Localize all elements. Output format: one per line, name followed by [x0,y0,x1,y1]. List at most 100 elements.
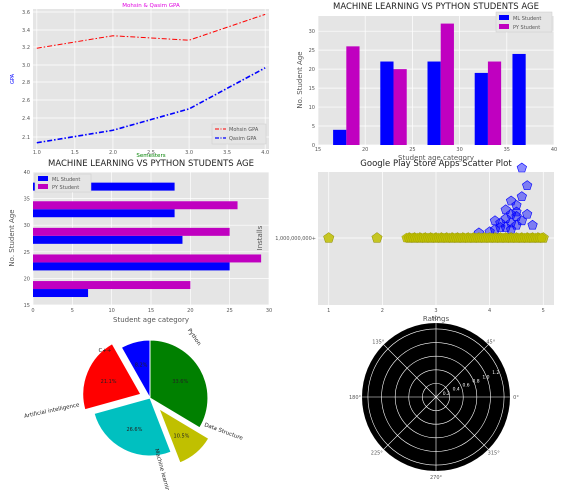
installs-point-olive [371,232,383,243]
polar-angle-label: 45° [486,340,495,346]
py-student-bar [487,61,502,145]
ml-py-horizontal-bar-chart: MACHINE LEARNING VS PYTHON STUDENTS AGE … [8,159,272,324]
pie-slice-python [149,339,209,429]
hbar-xtick-label: 20 [187,308,193,314]
installs-point-blue [522,180,533,190]
gpa-chart-legend: Mohsin GPA Qasim GPA [211,123,267,145]
gpa-ytick-label: 3.4 [22,28,30,34]
pie-percent-label: 26.6% [126,427,142,433]
installs-point-blue [527,219,538,230]
hbar-xtick-label: 10 [108,308,114,314]
py-student-hbar [33,227,230,236]
gpa-xtick-label: 1.5 [71,150,79,156]
polar-radial-label: 0.8 [472,378,479,384]
polar-angular-gridline [383,344,437,398]
qasim-gpa-line [36,67,266,144]
ml-student-hbar [33,262,230,271]
vbar-legend: ML Student PY Student [495,11,553,33]
hbar-xtick-label: 5 [71,308,74,314]
polar-radial-label: 0.2 [443,391,450,397]
polar-angular-gridline [435,396,489,450]
pie-slice-machine-learning [93,397,172,457]
hbar-ytick-label: 40 [24,170,30,176]
hbar-xtick-label: 0 [31,308,34,314]
hbar-ytick-label: 25 [24,250,30,256]
py-student-bar [440,23,454,146]
polar-angle-label: 225° [371,451,384,457]
gpa-chart-ylabel: GPA [10,73,16,84]
hbar-bars [33,182,262,298]
scatter-ylabel: Installs [256,225,264,250]
installs-point-blue [500,204,511,215]
scatter-xlabel: Ratings [423,315,450,323]
installs-point-blue [516,191,527,201]
vbar-xtick-label: 20 [362,147,368,153]
vbar-xtick-label: 30 [456,147,462,153]
scatter-xtick-label: 4 [488,308,491,314]
py-student-hbar [33,254,262,263]
py-student-bar [346,46,360,146]
vbar-xticks: 15 20 25 30 35 40 [315,147,557,153]
scatter-ytick-label: 1,000,000,000+ [275,236,316,242]
hbar-ylabel: No. Student Age [8,209,16,266]
pie-category-label: Data Structure [203,422,244,442]
gpa-chart-series [36,13,266,144]
gpa-ytick-label: 2.1 [22,135,30,141]
mohsin-gpa-line [36,13,266,49]
play-store-scatter-chart: Google Play Store Apps Scatter Plot Rati… [256,159,554,323]
vbar-ytick-label: 25 [309,48,315,54]
py-student-hbar [33,281,191,290]
hbar-legend-ml: ML Student [52,177,80,183]
pie-slice-data-structure [158,407,210,464]
pie-percent-label: 21.1% [101,379,117,385]
installs-point-blue [516,162,527,173]
polar-axes: 90° 45° 0° 315° 270° 225° 180° 135° 0.20.40.60.8… [349,316,519,481]
polar-radial-label: 0.6 [463,383,470,389]
gpa-ytick-label: 3.2 [22,45,30,51]
hbar-title: MACHINE LEARNING VS PYTHON STUDENTS AGE [48,159,254,169]
gpa-ytick-label: 3.6 [22,10,30,16]
scatter-xtick-label: 1 [327,308,330,314]
vbar-legend-ml: ML Student [513,16,541,22]
installs-point-blue [505,195,517,206]
vbar-ytick-label: 20 [309,67,315,73]
py-student-hbar [33,201,238,210]
hbar-xticks: 0 5 10 15 20 25 30 [31,308,272,314]
gpa-xtick-label: 4.0 [261,150,269,156]
vbar-ytick-label: 0 [312,143,315,149]
gpa-ytick-label: 2.8 [22,80,30,86]
gpa-ytick-label: 2.6 [22,98,30,104]
vbar-title: MACHINE LEARNING VS PYTHON STUDENTS AGE [333,2,539,12]
ml-student-hbar [33,209,175,218]
vbar-ytick-label: 15 [309,86,315,92]
polar-radial-label: 0.4 [453,387,460,393]
gpa-chart-yticks: 2.1 2.4 2.6 2.8 3.0 3.2 3.4 3.6 [22,10,30,141]
installs-point-olive [323,232,335,243]
hbar-ytick-label: 30 [24,223,30,229]
vbar-xtick-label: 25 [409,147,415,153]
hbar-ytick-label: 15 [24,303,30,309]
vbar-xtick-label: 35 [504,147,510,153]
hbar-yticks: 15 20 25 30 35 40 [24,170,30,309]
ml-student-bar [333,129,347,145]
hbar-xtick-label: 25 [226,308,232,314]
installs-point-blue [511,200,522,210]
hbar-xtick-label: 15 [148,308,154,314]
gpa-xtick-label: 3.0 [185,150,193,156]
vbar-xlabel: Student age category [398,154,474,162]
polar-angle-label: 0° [513,395,519,401]
polar-angular-gridline [435,344,489,398]
vbar-bars [333,23,526,146]
vbar-xtick-label: 40 [551,147,557,153]
scatter-title: Google Play Store Apps Scatter Plot [360,159,512,169]
pie-category-label: C++ [98,348,111,354]
gpa-chart-xticks: 1.0 1.5 2.0 2.5 3.0 3.5 4.0 [33,150,269,156]
polar-radial-label: 1.2 [492,370,499,376]
polar-chart: 90° 45° 0° 315° 270° 225° 180° 135° 0.20.40.60.8… [349,316,519,481]
installs-point-olive [536,232,547,243]
polar-angle-label: 315° [488,451,501,457]
polar-angle-label: 270° [430,475,443,481]
gpa-xtick-label: 2.5 [147,150,155,156]
installs-point-blue [511,206,522,217]
